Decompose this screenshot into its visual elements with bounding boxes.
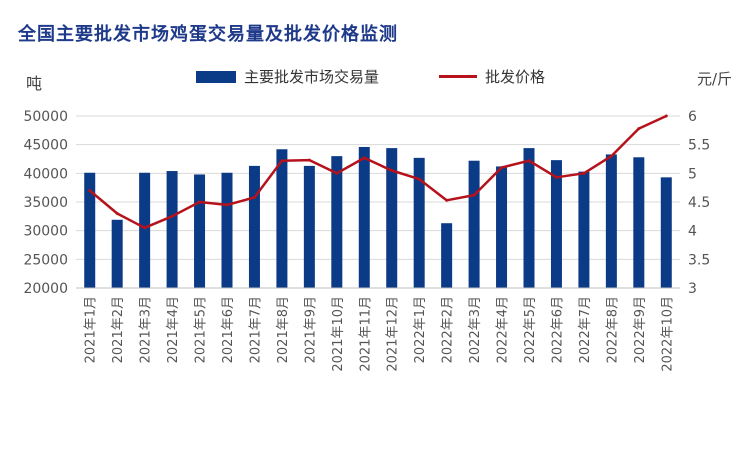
y2-tick-label: 3.5 [688,252,710,268]
x-tick-label: 2022年9月 [633,296,648,363]
x-tick-label: 2022年5月 [523,296,538,363]
legend-line-label: 批发价格 [485,68,546,86]
bar [303,165,315,288]
x-tick-label: 2021年5月 [194,296,209,363]
price-point [115,211,119,215]
x-tick-label: 2022年2月 [441,296,456,363]
price-point [637,127,641,131]
bar [221,172,233,288]
x-tick-label: 2021年12月 [386,296,401,372]
price-point [252,195,256,199]
y-tick-label: 25000 [23,252,68,268]
y-tick-label: 40000 [23,166,68,182]
bar [276,149,288,288]
y2-tick-label: 5.5 [688,138,710,154]
y-tick-label: 50000 [23,109,68,125]
x-tick-label: 2022年7月 [578,296,593,363]
legend-bar-swatch [196,70,236,83]
x-tick-label: 2021年9月 [303,296,318,363]
bar [166,171,178,288]
y2-tick-label: 6 [688,109,697,125]
bar [578,171,590,288]
bar [468,160,480,288]
bar [331,156,343,288]
bar [605,154,617,288]
price-point [170,214,174,218]
price-point [335,171,339,175]
x-tick-label: 2022年1月 [413,296,428,363]
y2-tick-label: 3 [688,281,697,297]
bar [248,165,260,288]
chart-title: 全国主要批发市场鸡蛋交易量及批发价格监测 [18,24,398,45]
x-tick-label: 2022年4月 [496,296,511,363]
price-point [472,193,476,197]
x-tick-label: 2022年6月 [550,296,565,363]
price-point [500,166,504,170]
price-point [198,200,202,204]
price-point [445,198,449,202]
x-tick-label: 2021年8月 [276,296,291,363]
right-axis-unit: 元/斤 [696,70,732,88]
y-tick-label: 20000 [23,281,68,297]
bar [358,146,370,288]
price-point [554,175,558,179]
x-tick-label: 2021年7月 [248,296,263,363]
y-tick-label: 45000 [23,138,68,154]
y2-tick-label: 4.5 [688,195,710,211]
x-tick-label: 2022年3月 [468,296,483,363]
price-point [362,156,366,160]
left-axis-unit: 吨 [26,74,43,93]
x-tick-label: 2021年4月 [166,296,181,363]
bar [194,174,206,288]
bar [111,219,123,288]
price-point [280,159,284,163]
price-point [582,171,586,175]
bar [139,172,151,288]
x-tick-label: 2021年1月 [84,296,99,363]
price-point [390,168,394,172]
bar [550,160,562,288]
x-tick-label: 2021年2月 [111,296,126,363]
bar [660,177,672,288]
price-point [88,189,92,193]
y-tick-label: 30000 [23,224,68,240]
bar [84,172,96,288]
x-tick-label: 2021年10月 [331,296,346,372]
bar [523,148,535,288]
price-line [88,114,667,230]
bar [496,166,508,288]
price-point [609,154,613,158]
bar [441,223,453,288]
x-tick-label: 2021年11月 [358,296,373,372]
price-point [225,203,229,207]
x-tick-label: 2021年6月 [221,296,236,363]
y-tick-label: 35000 [23,195,68,211]
x-tick-label: 2021年3月 [139,296,154,363]
y2-tick-label: 5 [688,166,697,182]
price-point [417,177,421,181]
y2-tick-label: 4 [688,224,697,240]
bar [413,157,425,288]
price-point [527,159,531,163]
x-tick-label: 2022年8月 [605,296,620,363]
bar [633,157,645,288]
legend-line-swatch [439,75,478,78]
x-tick-label: 2022年10月 [660,296,675,372]
bar [386,148,398,288]
price-point [664,114,668,118]
legend-bar-label: 主要批发市场交易量 [244,68,380,86]
price-point [143,226,147,230]
chart-legend: 主要批发市场交易量 批发价格 [196,66,545,87]
price-point [307,158,311,162]
